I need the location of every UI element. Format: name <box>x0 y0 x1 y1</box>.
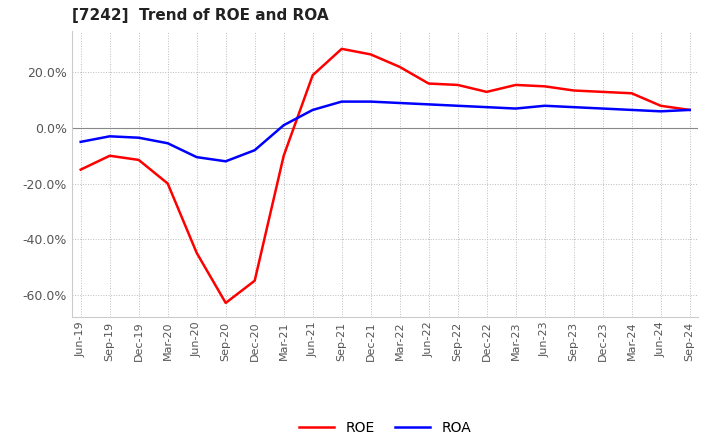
ROE <box>251 278 259 283</box>
ROA <box>251 147 259 153</box>
ROE <box>279 153 288 158</box>
ROE <box>338 46 346 51</box>
Line: ROE: ROE <box>81 49 690 303</box>
ROE <box>598 89 607 95</box>
ROA <box>105 134 114 139</box>
ROA <box>627 107 636 113</box>
ROA <box>221 159 230 164</box>
ROA <box>192 154 201 160</box>
ROA <box>76 139 85 144</box>
ROA <box>163 141 172 146</box>
ROA <box>395 100 404 106</box>
ROE <box>685 107 694 113</box>
ROA <box>482 105 491 110</box>
ROA <box>424 102 433 107</box>
ROE <box>221 300 230 305</box>
ROA <box>541 103 549 108</box>
ROE <box>163 181 172 186</box>
ROE <box>627 91 636 96</box>
ROE <box>105 153 114 158</box>
ROA <box>598 106 607 111</box>
Line: ROA: ROA <box>81 102 690 161</box>
ROE <box>76 167 85 172</box>
Legend: ROE, ROA: ROE, ROA <box>294 415 477 440</box>
ROE <box>511 82 520 88</box>
ROA <box>685 107 694 113</box>
ROE <box>570 88 578 93</box>
ROE <box>541 84 549 89</box>
ROE <box>308 73 317 78</box>
ROE <box>657 103 665 108</box>
ROA <box>657 109 665 114</box>
ROE <box>424 81 433 86</box>
ROE <box>366 52 375 57</box>
ROA <box>338 99 346 104</box>
ROE <box>395 64 404 70</box>
ROE <box>482 89 491 95</box>
ROA <box>511 106 520 111</box>
Text: [7242]  Trend of ROE and ROA: [7242] Trend of ROE and ROA <box>72 7 328 23</box>
ROA <box>366 99 375 104</box>
ROA <box>454 103 462 108</box>
ROE <box>135 157 143 162</box>
ROA <box>570 105 578 110</box>
ROA <box>135 135 143 140</box>
ROA <box>279 123 288 128</box>
ROA <box>308 107 317 113</box>
ROE <box>192 250 201 256</box>
ROE <box>454 82 462 88</box>
